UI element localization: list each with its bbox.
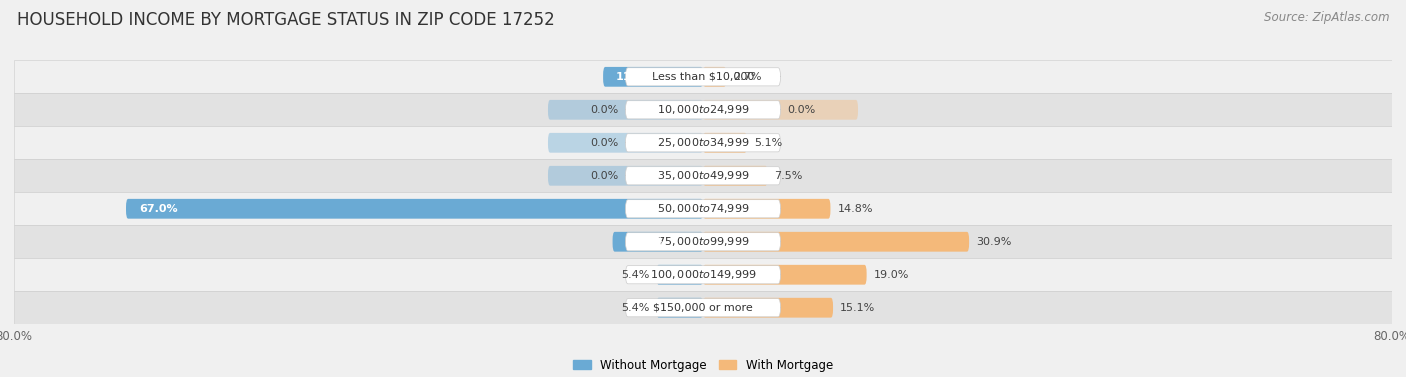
Text: Source: ZipAtlas.com: Source: ZipAtlas.com [1264, 11, 1389, 24]
Text: 5.4%: 5.4% [621, 303, 650, 313]
Bar [14, 159, 1392, 192]
FancyBboxPatch shape [703, 133, 747, 153]
Bar [14, 60, 1392, 93]
FancyBboxPatch shape [626, 200, 780, 218]
Text: 11.6%: 11.6% [616, 72, 655, 82]
Text: 0.0%: 0.0% [591, 105, 619, 115]
Text: 5.1%: 5.1% [754, 138, 782, 148]
FancyBboxPatch shape [657, 298, 703, 317]
FancyBboxPatch shape [626, 101, 780, 119]
FancyBboxPatch shape [703, 232, 969, 252]
FancyBboxPatch shape [626, 134, 780, 152]
FancyBboxPatch shape [703, 199, 831, 219]
FancyBboxPatch shape [626, 68, 780, 86]
Text: 5.4%: 5.4% [621, 270, 650, 280]
FancyBboxPatch shape [703, 166, 768, 186]
Text: 14.8%: 14.8% [838, 204, 873, 214]
Text: $35,000 to $49,999: $35,000 to $49,999 [657, 169, 749, 182]
Text: Less than $10,000: Less than $10,000 [652, 72, 754, 82]
FancyBboxPatch shape [548, 100, 703, 120]
Text: 7.5%: 7.5% [775, 171, 803, 181]
FancyBboxPatch shape [703, 298, 832, 317]
Bar [14, 126, 1392, 159]
FancyBboxPatch shape [626, 233, 780, 251]
Legend: Without Mortgage, With Mortgage: Without Mortgage, With Mortgage [568, 354, 838, 376]
FancyBboxPatch shape [703, 100, 858, 120]
Text: $100,000 to $149,999: $100,000 to $149,999 [650, 268, 756, 281]
FancyBboxPatch shape [127, 199, 703, 219]
Text: 2.7%: 2.7% [733, 72, 762, 82]
Text: $10,000 to $24,999: $10,000 to $24,999 [657, 103, 749, 116]
FancyBboxPatch shape [626, 167, 780, 185]
Text: 0.0%: 0.0% [591, 138, 619, 148]
Text: 0.0%: 0.0% [591, 171, 619, 181]
Bar [14, 192, 1392, 225]
Text: 19.0%: 19.0% [873, 270, 908, 280]
FancyBboxPatch shape [613, 232, 703, 252]
FancyBboxPatch shape [703, 265, 866, 285]
Bar [14, 225, 1392, 258]
FancyBboxPatch shape [548, 166, 703, 186]
Text: $50,000 to $74,999: $50,000 to $74,999 [657, 202, 749, 215]
Text: 0.0%: 0.0% [787, 105, 815, 115]
Text: 15.1%: 15.1% [839, 303, 875, 313]
FancyBboxPatch shape [703, 67, 727, 87]
Bar [14, 258, 1392, 291]
FancyBboxPatch shape [548, 133, 703, 153]
Bar [14, 291, 1392, 324]
Text: 10.5%: 10.5% [626, 237, 664, 247]
Bar [14, 93, 1392, 126]
FancyBboxPatch shape [657, 265, 703, 285]
Text: 30.9%: 30.9% [976, 237, 1011, 247]
FancyBboxPatch shape [626, 299, 780, 317]
Text: $150,000 or more: $150,000 or more [654, 303, 752, 313]
Text: HOUSEHOLD INCOME BY MORTGAGE STATUS IN ZIP CODE 17252: HOUSEHOLD INCOME BY MORTGAGE STATUS IN Z… [17, 11, 554, 29]
FancyBboxPatch shape [626, 266, 780, 284]
Text: $25,000 to $34,999: $25,000 to $34,999 [657, 136, 749, 149]
FancyBboxPatch shape [603, 67, 703, 87]
Text: 67.0%: 67.0% [139, 204, 177, 214]
Text: $75,000 to $99,999: $75,000 to $99,999 [657, 235, 749, 248]
